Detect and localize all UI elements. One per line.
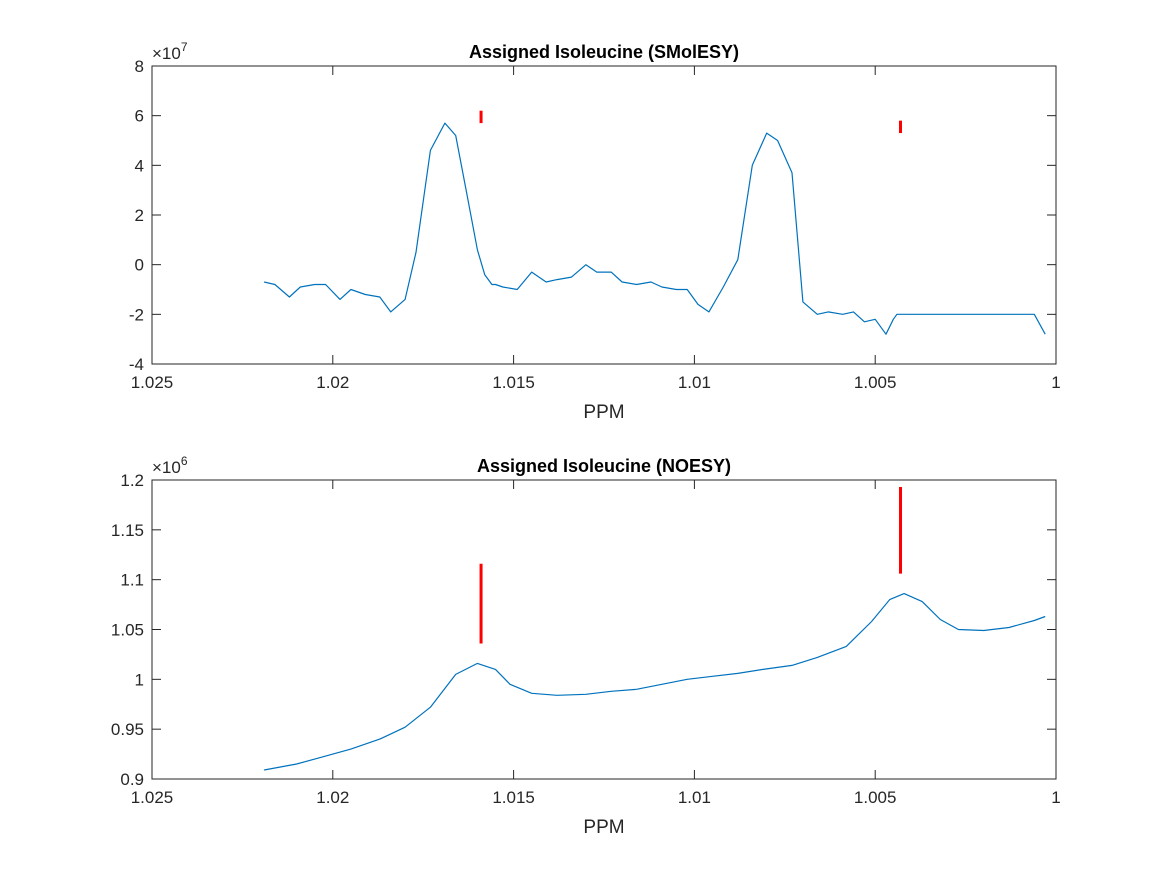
y-exponent-label: ×107 [152,40,188,63]
y-tick-label: -2 [129,305,144,324]
x-axis-label: PPM [583,817,624,838]
noesy-panel: 1.025 1.02 1.015 1.01 1.005 1 0.9 0.95 1 1.05 1.1 1… [111,454,1061,838]
chart-title: Assigned Isoleucine (NOESY) [477,456,731,476]
y-tick-label: 0.9 [120,770,144,789]
x-tick-label: 1 [1051,788,1060,807]
chart-title: Assigned Isoleucine (SMolESY) [469,42,739,62]
x-tick-label: 1.015 [492,373,535,392]
axes-box [151,65,1057,365]
y-tick-label: 1.15 [111,521,144,540]
series-line [263,122,1046,335]
x-tick-label: 1.01 [678,373,711,392]
y-exponent-label: ×106 [152,454,188,477]
x-tick-label: 1.025 [131,788,174,807]
y-tick-label: 8 [135,57,144,76]
y-tick-label: 0 [135,256,144,275]
x-tick-label: 1.02 [316,788,349,807]
y-tick-label: 2 [135,206,144,225]
series-line [263,592,1046,771]
y-tick-label: 4 [135,156,144,175]
x-tick-label: 1.025 [131,373,174,392]
y-tick-label: 1.2 [120,471,144,490]
x-axis-label: PPM [583,402,624,423]
x-tick-label: 1.01 [678,788,711,807]
x-tick-label: 1.005 [854,788,897,807]
x-tick-label: 1.005 [854,373,897,392]
y-tick-label: 6 [135,107,144,126]
y-tick-label: 0.95 [111,720,144,739]
y-tick-label: 1.1 [120,571,144,590]
axes-box [151,479,1057,780]
y-tick-label: 1.05 [111,621,144,640]
y-tick-label: 1 [135,670,144,689]
x-tick-label: 1 [1051,373,1060,392]
smolesy-panel: 1.025 1.02 1.015 1.01 1.005 1 -4 -2 0 2 4 6 8 ×107 Ass… [129,40,1061,423]
x-tick-label: 1.015 [492,788,535,807]
y-tick-label: -4 [129,355,144,374]
x-tick-label: 1.02 [316,373,349,392]
